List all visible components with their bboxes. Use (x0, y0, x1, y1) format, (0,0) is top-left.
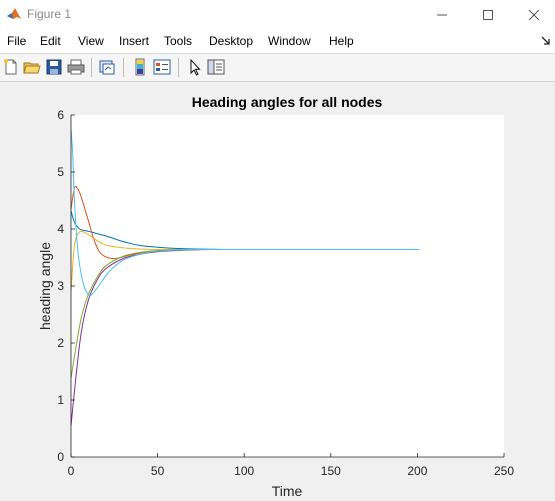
x-tick-label: 100 (234, 464, 254, 478)
y-tick-label: 2 (57, 336, 64, 350)
y-tick-label: 5 (57, 165, 64, 179)
close-button[interactable] (511, 0, 555, 30)
print-icon[interactable] (67, 58, 85, 76)
pointer-icon[interactable] (186, 58, 204, 76)
axes-background (71, 115, 504, 457)
minimize-button[interactable] (419, 0, 465, 30)
matlab-logo-icon (7, 8, 21, 19)
y-tick-label: 6 (57, 108, 64, 122)
menu-bar: File Edit View Insert Tools Desktop Wind… (0, 30, 555, 54)
x-axis-ticks: 0 50 100 150 200 250 (68, 453, 514, 478)
x-tick-label: 0 (68, 464, 75, 478)
y-axis-label: heading angle (37, 242, 53, 330)
toolbar-separator (178, 58, 179, 77)
save-icon[interactable] (45, 58, 63, 76)
menu-file[interactable]: File (7, 34, 27, 48)
menu-help[interactable]: Help (329, 34, 354, 48)
window-title: Figure 1 (27, 7, 72, 21)
minimize-icon (437, 14, 447, 16)
x-tick-label: 250 (494, 464, 514, 478)
plot-area[interactable]: 0 50 100 150 200 250 0 1 2 3 4 5 6 Heading angles f… (0, 82, 555, 501)
menu-window[interactable]: Window (268, 34, 311, 48)
menu-view[interactable]: View (78, 34, 104, 48)
series-line-6[interactable] (70, 129, 420, 297)
menu-edit[interactable]: Edit (40, 34, 61, 48)
y-tick-label: 3 (57, 279, 64, 293)
dock-arrow-icon[interactable] (541, 36, 551, 46)
y-tick-label: 0 (57, 450, 64, 464)
x-tick-label: 150 (321, 464, 341, 478)
figure-toolbar (0, 54, 555, 82)
toolbar-separator (91, 58, 92, 77)
x-tick-label: 200 (407, 464, 427, 478)
close-icon (528, 9, 540, 21)
property-editor-icon[interactable] (207, 58, 225, 76)
window-titlebar: Figure 1 (0, 0, 555, 30)
menu-insert[interactable]: Insert (119, 34, 150, 48)
new-figure-icon[interactable] (2, 58, 20, 76)
series-layer (70, 129, 420, 426)
colorbar-icon[interactable] (131, 58, 149, 76)
menu-tools[interactable]: Tools (164, 34, 193, 48)
y-tick-label: 1 (57, 393, 64, 407)
x-axis-label: Time (272, 483, 303, 499)
link-plot-icon[interactable] (98, 58, 116, 76)
y-tick-label: 4 (57, 222, 64, 236)
legend-icon[interactable] (153, 58, 171, 76)
chart-title: Heading angles for all nodes (192, 94, 383, 110)
x-tick-label: 50 (151, 464, 165, 478)
maximize-icon (483, 10, 493, 20)
y-axis-ticks: 0 1 2 3 4 5 6 (57, 108, 75, 464)
menu-desktop[interactable]: Desktop (209, 34, 254, 48)
open-icon[interactable] (23, 58, 41, 76)
toolbar-separator (123, 58, 124, 77)
maximize-button[interactable] (465, 0, 511, 30)
